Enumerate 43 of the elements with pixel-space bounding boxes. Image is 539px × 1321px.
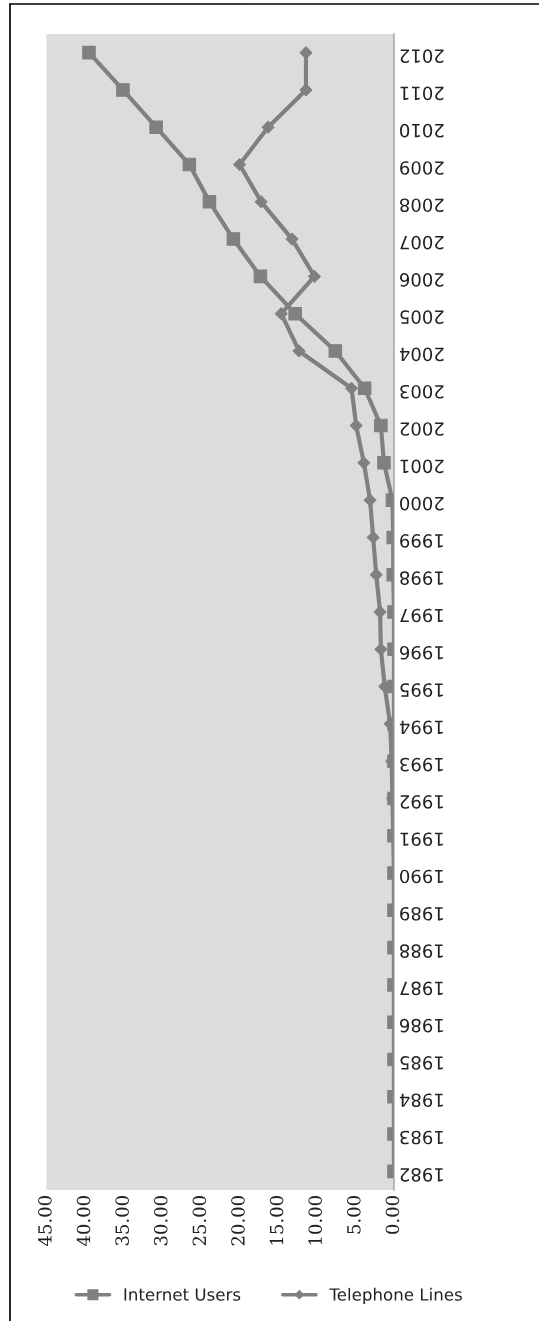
x-tick-label: 5.00 xyxy=(346,1196,361,1234)
y-tick-label: 2003 xyxy=(400,384,444,399)
y-tick-label: 1998 xyxy=(400,571,443,586)
y-tick-label: 1990 xyxy=(400,869,443,884)
x-tick-label: 15.00 xyxy=(269,1196,284,1245)
y-tick-label: 1995 xyxy=(400,683,443,697)
x-tick-label: 10.00 xyxy=(308,1196,323,1245)
y-tick-label: 2008 xyxy=(400,198,444,213)
y-tick-label: 2006 xyxy=(400,273,444,287)
y-tick-label: 1999 xyxy=(400,534,443,548)
y-tick-label: 2004 xyxy=(399,347,444,362)
y-tick-label: 2009 xyxy=(400,161,444,175)
y-tick-label: 1985 xyxy=(400,1056,443,1070)
x-tick-label: 25.00 xyxy=(192,1196,207,1246)
y-tick-label: 2000 xyxy=(400,496,444,511)
x-tick-label: 30.00 xyxy=(153,1196,168,1246)
y-tick-label: 1982 xyxy=(400,1167,443,1182)
x-tick-label: 40.00 xyxy=(76,1196,91,1246)
y-tick-label: 1989 xyxy=(400,906,443,921)
y-tick-label: 2010 xyxy=(400,123,444,138)
legend-label: Internet Users xyxy=(124,1288,241,1301)
y-tick-label: 1986 xyxy=(400,1018,443,1033)
y-tick-label: 2011 xyxy=(400,86,444,101)
y-tick-label: 1988 xyxy=(400,944,443,958)
y-tick-label: 1994 xyxy=(399,720,443,735)
y-tick-label: 1993 xyxy=(400,757,443,772)
x-tick-label: 45.00 xyxy=(38,1196,52,1246)
y-tick-label: 2012 xyxy=(400,49,444,63)
y-tick-label: 2002 xyxy=(400,422,444,436)
x-tick-label: 0.00 xyxy=(385,1196,400,1234)
y-tick-label: 1996 xyxy=(400,645,443,660)
y-tick-label: 1992 xyxy=(400,795,443,809)
y-tick-label: 1983 xyxy=(400,1130,443,1145)
y-tick-label: 2007 xyxy=(400,235,444,250)
y-tick-label: 2005 xyxy=(400,310,444,324)
x-tick-label: 35.00 xyxy=(115,1196,129,1246)
y-tick-label: 1984 xyxy=(399,1093,443,1108)
x-tick-label: 20.00 xyxy=(231,1196,245,1246)
y-tick-label: 1987 xyxy=(400,981,443,996)
y-tick-label: 1997 xyxy=(400,608,443,623)
y-tick-label: 1991 xyxy=(400,832,443,847)
y-tick-label: 2001 xyxy=(400,459,444,474)
legend-label: Telephone Lines xyxy=(329,1287,462,1304)
